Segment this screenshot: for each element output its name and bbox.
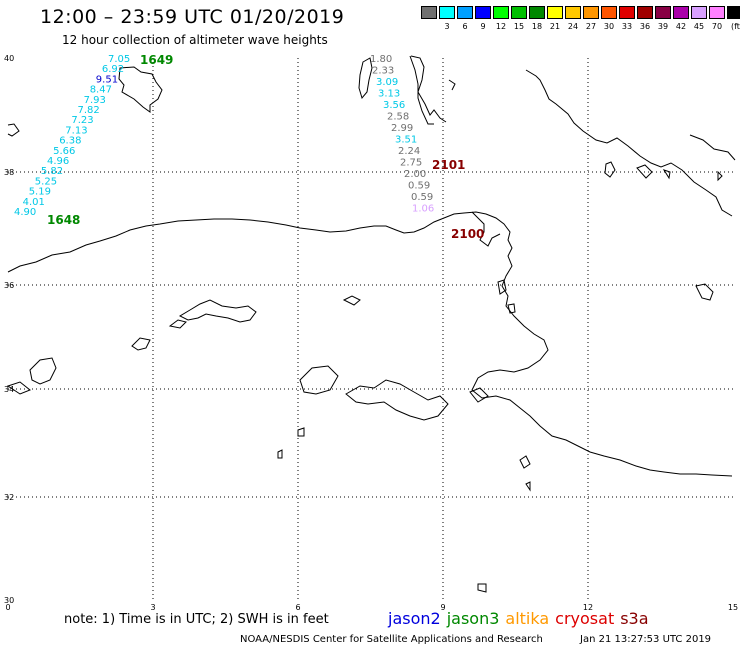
color-scale-label: 30 <box>603 22 615 31</box>
wave-height-value: 3.13 <box>378 89 400 100</box>
wave-height-value: 3.51 <box>395 135 417 146</box>
wave-height-value: 2.24 <box>398 146 420 157</box>
units-note: note: 1) Time is in UTC; 2) SWH is in fe… <box>64 612 329 627</box>
color-scale-label: 18 <box>531 22 543 31</box>
color-scale-label: 9 <box>480 22 486 31</box>
wave-height-value: 5.19 <box>29 187 51 198</box>
map-title: 12:00 – 23:59 UTC 01/20/2019 <box>40 6 345 28</box>
color-swatch <box>655 6 671 19</box>
track-end-time-label: 2100 <box>451 227 484 241</box>
color-swatch <box>511 6 527 19</box>
latitude-tick-label: 36 <box>4 281 14 290</box>
longitude-tick-label: 15 <box>728 603 738 612</box>
wave-height-value: 3.09 <box>376 77 398 88</box>
wave-height-value: 0.59 <box>408 181 430 192</box>
color-swatch <box>691 6 707 19</box>
satellite-name-cryosat: cryosat <box>555 609 615 628</box>
track-time-label: 1649 <box>140 53 173 67</box>
color-scale-label: 39 <box>657 22 669 31</box>
wave-height-value: 3.56 <box>383 100 405 111</box>
color-swatch <box>421 6 437 19</box>
wave-height-value: 7.23 <box>71 115 93 126</box>
wave-height-value: 2.58 <box>387 112 409 123</box>
satellite-name-altika: altika <box>505 609 550 628</box>
color-swatch <box>529 6 545 19</box>
longitude-tick-label: 0 <box>5 603 10 612</box>
color-scale-label: 24 <box>567 22 579 31</box>
wave-height-value: 7.05 <box>108 54 130 65</box>
latitude-tick-label: 40 <box>4 54 14 63</box>
color-scale-label: 3 <box>444 22 450 31</box>
wave-height-value: 7.82 <box>78 105 100 116</box>
color-swatch <box>637 6 653 19</box>
longitude-tick-label: 3 <box>150 603 155 612</box>
wave-height-value: 1.06 <box>412 204 434 215</box>
color-swatch <box>457 6 473 19</box>
color-swatch <box>439 6 455 19</box>
wave-height-value: 4.90 <box>14 207 36 218</box>
color-swatch <box>493 6 509 19</box>
wave-height-value: 2.99 <box>391 123 413 134</box>
wave-height-value: 7.93 <box>84 95 106 106</box>
latitude-tick-label: 32 <box>4 493 14 502</box>
wave-height-value: 1.80 <box>370 54 392 65</box>
wave-height-value: 0.59 <box>411 192 433 203</box>
latitude-tick-label: 38 <box>4 168 14 177</box>
color-scale-label: 6 <box>462 22 468 31</box>
wave-height-value: 2.33 <box>372 66 394 77</box>
wave-height-value: 4.96 <box>47 156 69 167</box>
color-scale-label: 33 <box>621 22 633 31</box>
color-scale-label: 21 <box>549 22 561 31</box>
wave-height-value: 8.47 <box>90 85 112 96</box>
track-time-label: 2101 <box>432 158 465 172</box>
wave-height-value: 4.01 <box>23 197 45 208</box>
credit-line: NOAA/NESDIS Center for Satellite Applica… <box>240 634 543 645</box>
latitude-tick-label: 34 <box>4 385 14 394</box>
color-scale-label: 27 <box>585 22 597 31</box>
track-end-time-label: 1648 <box>47 213 80 227</box>
coastline <box>6 55 736 593</box>
map-grid <box>8 58 733 600</box>
generated-timestamp: Jan 21 13:27:53 UTC 2019 <box>580 634 712 645</box>
wave-height-value: 5.25 <box>35 176 57 187</box>
color-scale-label: 15 <box>513 22 525 31</box>
color-swatch <box>709 6 725 19</box>
color-swatch <box>619 6 635 19</box>
color-scale-label: 45 <box>693 22 705 31</box>
color-swatch <box>583 6 599 19</box>
color-scale-unit: (ft) <box>730 22 740 31</box>
wave-height-value: 2.00 <box>404 169 426 180</box>
color-swatch <box>727 6 740 19</box>
wave-height-value: 9.51 <box>96 74 118 85</box>
color-swatch <box>547 6 563 19</box>
wave-height-value: 7.13 <box>65 125 87 136</box>
wave-height-value: 6.92 <box>102 64 124 75</box>
wave-height-value: 2.75 <box>400 158 422 169</box>
map-subtitle: 12 hour collection of altimeter wave hei… <box>62 33 328 47</box>
altimeter-tracks: 7.056.929.518.477.937.827.237.136.385.66… <box>14 53 484 241</box>
color-scale-label: 70 <box>711 22 723 31</box>
longitude-tick-label: 9 <box>440 603 445 612</box>
satellite-legend: jason2 jason3 altika cryosat s3a <box>388 609 655 628</box>
satellite-name-s3a: s3a <box>620 609 649 628</box>
color-swatch <box>673 6 689 19</box>
longitude-tick-label: 6 <box>295 603 300 612</box>
wave-height-value: 6.38 <box>59 136 81 147</box>
color-swatch <box>565 6 581 19</box>
wave-height-value: 5.66 <box>53 146 75 157</box>
satellite-name-jason3: jason3 <box>446 609 500 628</box>
satellite-name-jason2: jason2 <box>388 609 441 628</box>
color-swatch <box>475 6 491 19</box>
color-scale-label: 42 <box>675 22 687 31</box>
longitude-tick-label: 12 <box>583 603 593 612</box>
wave-height-value: 5.82 <box>41 166 63 177</box>
color-swatch <box>601 6 617 19</box>
latitude-tick-label: 30 <box>4 596 14 605</box>
color-scale-label: 12 <box>495 22 507 31</box>
color-scale-label: 36 <box>639 22 651 31</box>
